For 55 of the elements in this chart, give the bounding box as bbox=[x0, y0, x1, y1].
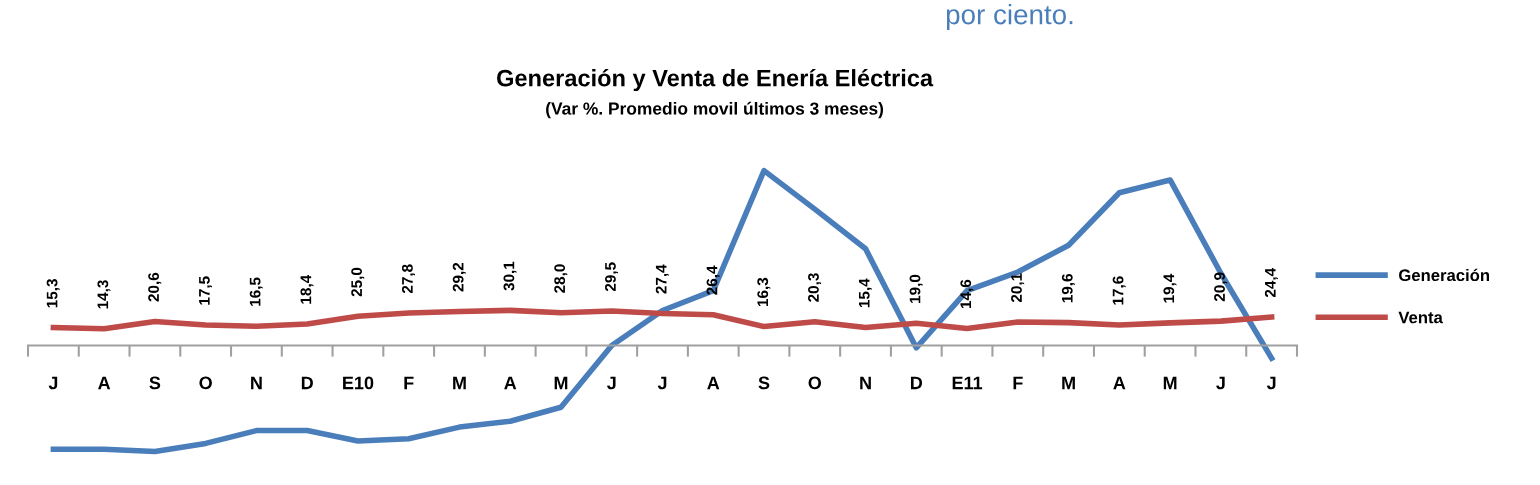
data-label: 29,5 bbox=[605, 262, 619, 292]
data-label: 27,4 bbox=[655, 264, 669, 294]
data-label: 20,9 bbox=[1214, 272, 1228, 302]
x-tick-label: N bbox=[251, 376, 262, 390]
data-label: 17,6 bbox=[1112, 276, 1126, 305]
data-label: 18,4 bbox=[300, 274, 314, 304]
x-tick-label: M bbox=[1163, 376, 1177, 390]
data-label: 17,5 bbox=[199, 276, 212, 305]
data-label: 30,1 bbox=[503, 261, 517, 291]
x-tick-label: F bbox=[1013, 376, 1023, 390]
data-label: 19,6 bbox=[1061, 274, 1075, 303]
x-tick-label: M bbox=[554, 376, 568, 390]
legend-label: Venta bbox=[1398, 311, 1443, 324]
x-tick-label: J bbox=[1266, 376, 1276, 390]
data-label: 19,4 bbox=[1163, 273, 1177, 303]
x-tick-label: J bbox=[606, 376, 616, 390]
x-tick-label: D bbox=[910, 376, 923, 390]
data-label: 19,0 bbox=[909, 274, 923, 303]
chart-subtitle: (Var %. Promedio movil últimos 3 meses) bbox=[546, 101, 884, 119]
x-tick-label: A bbox=[1113, 376, 1126, 390]
data-label: 27,8 bbox=[401, 264, 416, 294]
x-tick-label: O bbox=[808, 376, 822, 390]
data-label: 24,4 bbox=[1264, 267, 1278, 298]
data-label: 20,1 bbox=[1011, 273, 1025, 303]
x-tick-label: N bbox=[860, 376, 871, 390]
x-tick-label: J bbox=[48, 376, 58, 390]
data-label: 16,3 bbox=[757, 277, 771, 307]
x-tick-label: M bbox=[1062, 376, 1075, 390]
x-tick-label: J bbox=[1216, 376, 1225, 390]
data-label: 26,4 bbox=[706, 265, 720, 295]
x-tick-label: J bbox=[657, 376, 667, 390]
data-label: 15,4 bbox=[858, 278, 872, 308]
data-label: 16,5 bbox=[249, 277, 263, 306]
data-label: 15,3 bbox=[46, 279, 60, 308]
chart-title: Generación y Venta de Enería Eléctrica bbox=[497, 68, 934, 92]
data-label: 29,2 bbox=[452, 262, 466, 292]
x-tick-label: S bbox=[758, 376, 770, 390]
legend-label: Generación bbox=[1399, 268, 1490, 282]
x-tick-label: A bbox=[707, 376, 720, 390]
x-tick-label: E11 bbox=[952, 376, 983, 390]
data-label: 14,6 bbox=[960, 279, 974, 309]
data-label: 14,3 bbox=[97, 280, 111, 309]
data-label: 28,0 bbox=[554, 264, 568, 293]
text: por ciento. bbox=[946, 4, 1073, 30]
x-tick-label: S bbox=[149, 376, 161, 390]
x-tick-label: O bbox=[199, 376, 212, 390]
data-label: 25,0 bbox=[351, 267, 365, 297]
x-tick-label: A bbox=[504, 376, 517, 390]
x-tick-label: F bbox=[404, 376, 414, 390]
x-tick-label: A bbox=[98, 376, 111, 390]
x-tick-label: M bbox=[453, 376, 466, 390]
data-label: 20,6 bbox=[148, 272, 162, 302]
x-tick-label: D bbox=[301, 376, 313, 390]
x-tick-label: E10 bbox=[343, 376, 374, 390]
data-label: 20,3 bbox=[808, 273, 822, 302]
